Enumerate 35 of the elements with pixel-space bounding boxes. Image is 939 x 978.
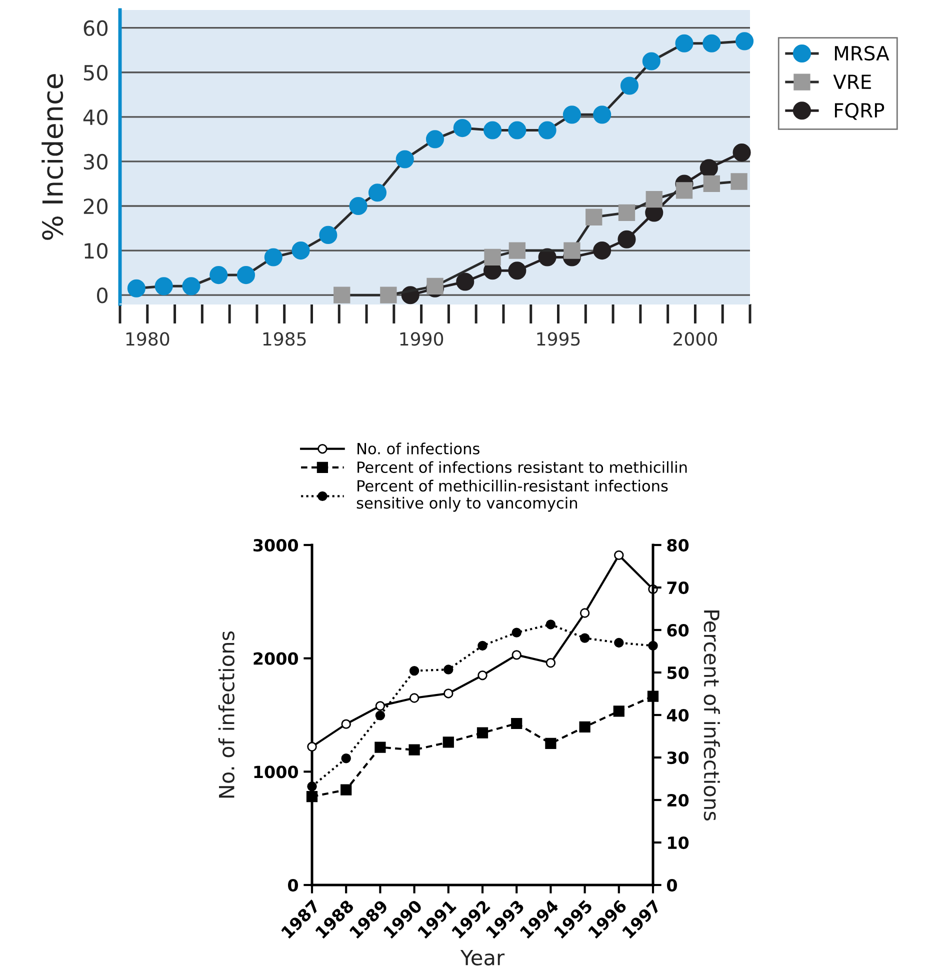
legend-label: No. of infections <box>358 442 480 454</box>
x-tick-label: 2000 <box>674 332 717 346</box>
legend-label: Percent of methicillin-resistant infections sensitive only to vancomycin <box>356 480 668 512</box>
y2-tick-label: 50 <box>667 666 689 680</box>
y2-tick-label: 30 <box>667 751 689 764</box>
y-tick-label: 20 <box>84 198 108 214</box>
x-tick-label: 1995 <box>537 332 580 346</box>
x-tick-label: 1990 <box>400 332 444 346</box>
y2-tick-label: 60 <box>667 624 689 637</box>
legend-label: VRE <box>833 74 871 89</box>
y-tick-label: 0 <box>97 288 108 304</box>
legend-label: Percent of infections resistant to methicillin <box>358 461 687 474</box>
y-axis-title: % Incidence <box>42 74 64 240</box>
legend-label: MRSA <box>834 46 890 61</box>
y2-axis-title: Percent of infections <box>704 610 720 821</box>
y2-tick-label: 0 <box>666 878 677 892</box>
x-tick-label: 1980 <box>126 332 170 346</box>
y2-tick-label: 70 <box>667 581 689 594</box>
y-tick-label: 1000 <box>254 766 298 778</box>
y-axis-title: No. of infections <box>218 631 234 798</box>
y-tick-label: 0 <box>288 878 298 892</box>
y-tick-label: 10 <box>84 243 108 259</box>
x-tick-label: 1985 <box>263 332 306 346</box>
y2-tick-label: 40 <box>666 708 689 722</box>
y-tick-label: 30 <box>84 154 108 170</box>
y-tick-label: 60 <box>84 20 108 36</box>
y2-tick-label: 10 <box>668 836 689 850</box>
y-tick-label: 50 <box>84 64 108 81</box>
legend-label: FQRP <box>834 102 884 120</box>
x-axis-title: Year <box>460 950 505 966</box>
y2-tick-label: 80 <box>667 538 689 552</box>
y2-tick-label: 20 <box>668 794 689 807</box>
y-tick-label: 40 <box>83 109 108 126</box>
y-tick-label: 2000 <box>254 652 298 665</box>
y-tick-label: 3000 <box>254 538 298 552</box>
